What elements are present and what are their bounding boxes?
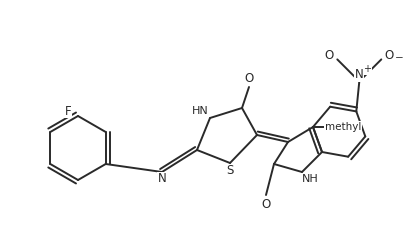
Text: −: − bbox=[395, 53, 404, 64]
Text: +: + bbox=[363, 64, 371, 74]
Text: HN: HN bbox=[192, 106, 208, 116]
Text: O: O bbox=[325, 49, 334, 62]
Text: NH: NH bbox=[302, 174, 318, 184]
Text: O: O bbox=[385, 49, 394, 62]
Text: O: O bbox=[261, 197, 271, 210]
Text: O: O bbox=[244, 72, 254, 85]
Text: S: S bbox=[226, 164, 234, 178]
Text: methyl: methyl bbox=[325, 122, 361, 132]
Text: F: F bbox=[65, 105, 71, 118]
Text: N: N bbox=[158, 173, 166, 186]
Text: N: N bbox=[355, 68, 364, 81]
